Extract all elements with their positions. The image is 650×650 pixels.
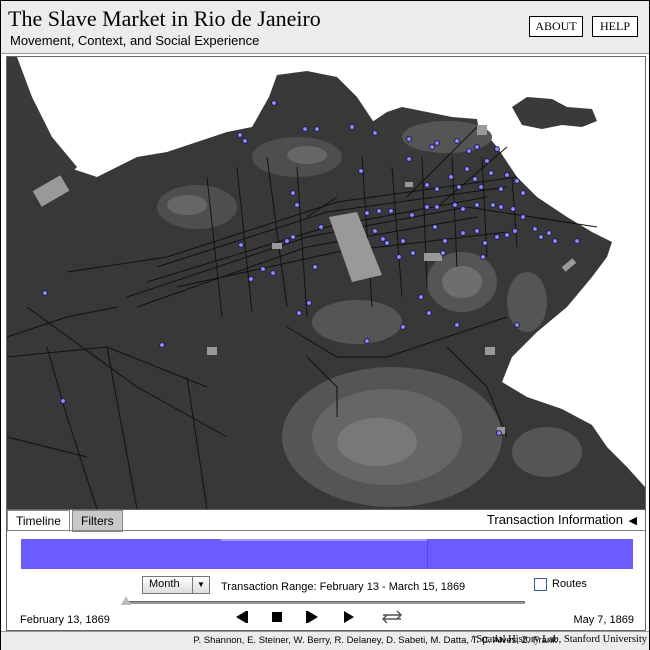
histogram-segment <box>221 539 427 541</box>
transaction-information-link[interactable]: Transaction Information <box>486 512 623 527</box>
lab-link[interactable]: / Spatial History Lab, Stanford Universi… <box>470 634 647 645</box>
land-mass <box>7 71 645 509</box>
hill <box>312 300 402 344</box>
interval-select-value: Month <box>149 578 180 590</box>
plaza-block <box>497 427 505 434</box>
stop-icon[interactable] <box>269 609 285 625</box>
tab-divider <box>7 530 645 531</box>
start-date: February 13, 1869 <box>20 614 110 626</box>
play-icon[interactable] <box>341 609 357 625</box>
footer: P. Shannon, E. Steiner, W. Berry, R. Del… <box>1 631 649 650</box>
step-back-icon[interactable] <box>233 609 251 625</box>
street-grid <box>7 126 598 509</box>
hill <box>337 418 417 466</box>
help-button[interactable]: HELP <box>592 16 638 37</box>
plaza-block <box>424 253 442 261</box>
plaza-block <box>485 347 495 355</box>
page-title: The Slave Market in Rio de Janeiro <box>8 6 321 31</box>
plaza-block <box>32 175 70 207</box>
header: The Slave Market in Rio de Janeiro Movem… <box>1 1 649 54</box>
timeline-slider-thumb[interactable] <box>121 596 131 605</box>
plaza-block <box>272 243 282 249</box>
land-west <box>7 57 77 177</box>
histogram-segment <box>427 539 428 569</box>
loop-icon[interactable] <box>377 609 407 625</box>
about-button[interactable]: ABOUT <box>529 16 583 37</box>
routes-checkbox[interactable] <box>534 578 547 591</box>
transaction-range-label: Transaction Range: <box>221 581 317 593</box>
island <box>512 97 597 129</box>
hill <box>402 121 492 153</box>
transaction-range: Transaction Range: February 13 - March 1… <box>221 581 465 593</box>
hill <box>442 266 482 298</box>
transaction-range-value: February 13 - March 15, 1869 <box>319 581 466 593</box>
step-forward-icon[interactable] <box>303 609 321 625</box>
map-view[interactable] <box>6 56 646 510</box>
routes-label: Routes <box>552 578 587 590</box>
hill <box>512 427 582 477</box>
chevron-down-icon[interactable]: ▼ <box>192 577 209 593</box>
map-canvas[interactable] <box>7 57 645 509</box>
timeline-histogram[interactable] <box>21 539 633 569</box>
interval-select[interactable]: Month ▼ <box>142 576 210 594</box>
plaza-block <box>207 347 217 355</box>
tab-filters[interactable]: Filters <box>72 510 123 532</box>
plaza-block <box>561 258 577 272</box>
timeline-panel: Timeline Filters Transaction Information… <box>6 509 646 631</box>
timeline-slider-track[interactable] <box>123 601 525 604</box>
hill <box>507 272 547 332</box>
hill <box>287 146 327 164</box>
credits-text: P. Shannon, E. Steiner, W. Berry, R. Del… <box>193 635 557 646</box>
plaza-block <box>477 125 487 135</box>
page-subtitle: Movement, Context, and Social Experience <box>10 33 260 48</box>
plaza-block <box>405 182 413 187</box>
transaction-markers <box>42 100 580 436</box>
end-date: May 7, 1869 <box>573 614 634 626</box>
plaza-block <box>329 212 382 282</box>
hill <box>167 195 207 215</box>
triangle-left-icon[interactable]: ◀ <box>628 515 637 527</box>
tab-timeline[interactable]: Timeline <box>7 510 70 532</box>
